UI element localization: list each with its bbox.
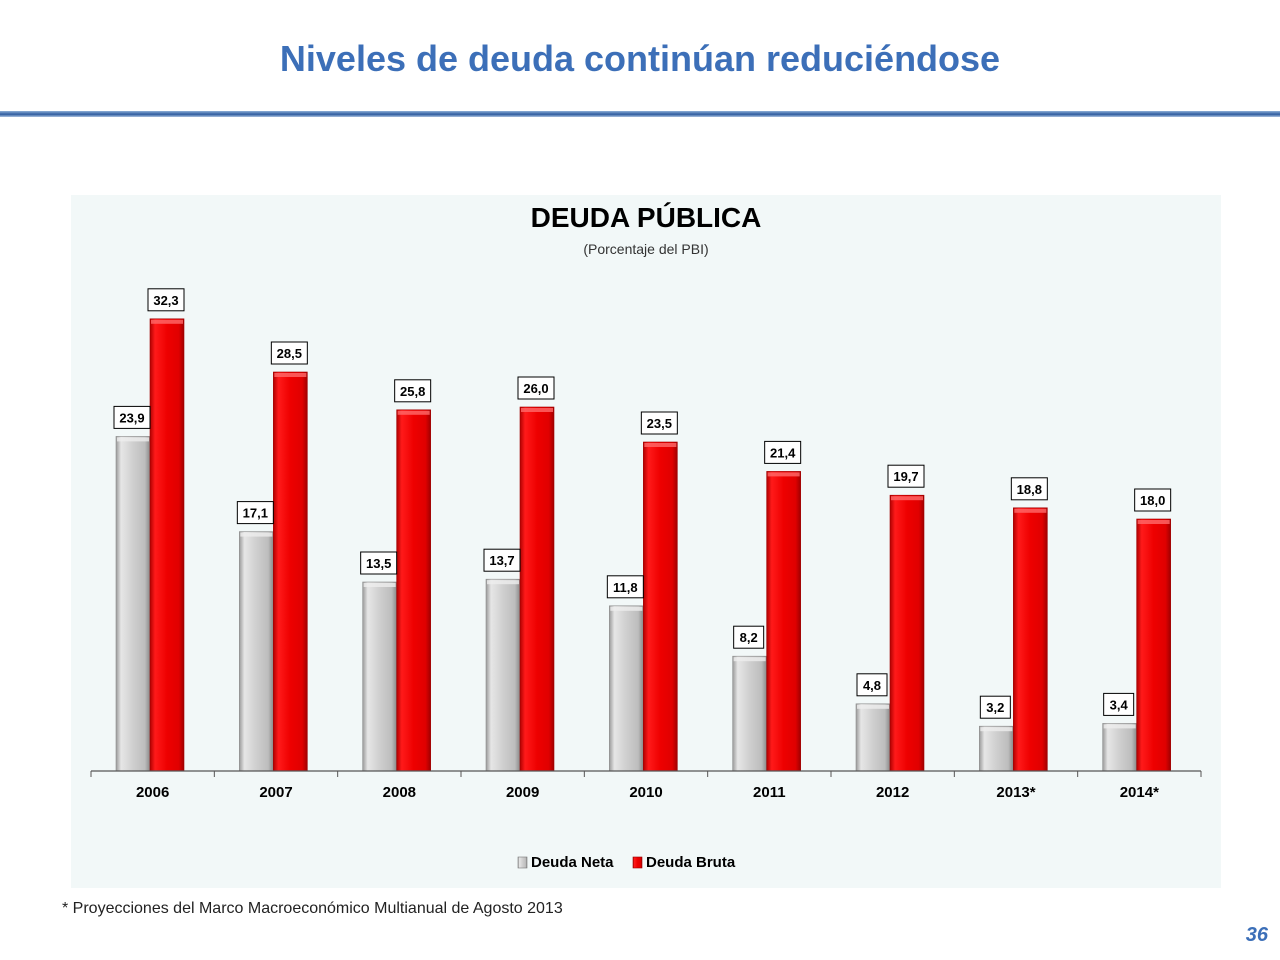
data-label-box — [1134, 488, 1172, 512]
data-label-box — [147, 288, 185, 312]
bar-deuda-bruta-2008 — [396, 409, 431, 772]
bar-deuda-neta-2008 — [362, 581, 397, 772]
bar-top-highlight — [1014, 508, 1047, 513]
bar-deuda-neta-2011 — [732, 655, 767, 772]
bar-top-highlight — [857, 704, 889, 709]
data-label: 32,3 — [153, 293, 178, 308]
data-label: 23,5 — [647, 416, 672, 431]
data-label: 13,7 — [489, 553, 514, 568]
data-label: 23,9 — [119, 410, 144, 425]
data-label-box — [113, 405, 151, 429]
data-label: 17,1 — [243, 506, 268, 521]
legend-label: Deuda Bruta — [646, 854, 736, 871]
bar-top-highlight — [274, 373, 307, 377]
data-label-box — [1010, 477, 1048, 501]
legend-label: Deuda Neta — [531, 854, 614, 871]
data-label: 4,8 — [863, 678, 881, 693]
data-label-box — [764, 440, 802, 464]
bar-deuda-bruta-2010 — [643, 441, 678, 772]
bar-top-highlight — [1137, 520, 1170, 524]
x-tick-label: 2006 — [136, 784, 169, 801]
x-tick-label: 2013* — [996, 784, 1035, 801]
data-label-box — [517, 376, 555, 400]
data-label: 8,2 — [740, 630, 758, 645]
bar-deuda-neta-2006 — [115, 436, 151, 772]
x-tick-label: 2010 — [629, 784, 662, 801]
bar-deuda-bruta-2011 — [766, 471, 801, 772]
data-label-box — [483, 548, 521, 572]
slide-title: Niveles de deuda continúan reduciéndose — [279, 38, 1001, 79]
bar-deuda-bruta-2012 — [889, 494, 925, 772]
data-label: 13,5 — [366, 556, 391, 571]
bar-deuda-neta-2014 — [1102, 723, 1137, 772]
bar-top-highlight — [240, 532, 273, 537]
footnote: * Proyecciones del Marco Macroeconómico … — [62, 900, 563, 917]
bar-deuda-bruta-2009 — [519, 406, 555, 772]
data-label: 11,8 — [613, 580, 638, 595]
data-label-box — [733, 625, 765, 649]
data-label-box — [606, 575, 644, 599]
data-label: 19,7 — [893, 469, 918, 484]
x-tick-label: 2008 — [383, 784, 416, 801]
chart-subtitle: (Porcentaje del PBI) — [583, 241, 709, 257]
bar-deuda-neta-2013 — [979, 725, 1014, 772]
bar-top-highlight — [891, 496, 923, 501]
bar-deuda-bruta-2014 — [1136, 518, 1171, 772]
legend-swatch-deuda-bruta — [632, 856, 643, 869]
data-label-box — [360, 551, 398, 575]
bar-top-highlight — [767, 472, 800, 477]
title-divider — [0, 111, 1280, 117]
debt-bar-chart: 23,9 32,3 17,1 28,5 13,5 25,8 13,7 26,0 11,8 23,5… — [90, 288, 1202, 871]
data-label-box — [270, 341, 308, 365]
legend-swatch-deuda-neta — [517, 856, 528, 869]
bar-top-highlight — [151, 319, 183, 324]
data-label: 18,8 — [1017, 482, 1042, 497]
bar-top-highlight — [487, 580, 519, 585]
page-number: 36 — [1245, 924, 1268, 946]
x-tick-label: 2011 — [753, 784, 786, 801]
data-label: 26,0 — [523, 381, 548, 396]
bar-deuda-bruta-2007 — [273, 371, 308, 772]
x-tick-label: 2012 — [876, 784, 909, 801]
bar-deuda-neta-2007 — [239, 531, 274, 772]
data-label-box — [979, 695, 1011, 719]
bar-top-highlight — [397, 410, 430, 415]
data-label: 28,5 — [277, 346, 302, 361]
x-tick-label: 2007 — [259, 784, 292, 801]
data-label-box — [236, 501, 274, 525]
data-label-box — [394, 379, 432, 403]
data-label-box — [887, 464, 925, 488]
bar-top-highlight — [521, 408, 553, 412]
bar-deuda-neta-2010 — [609, 605, 644, 772]
data-label: 21,4 — [770, 445, 796, 460]
data-label: 18,0 — [1140, 493, 1165, 508]
bar-deuda-bruta-2013 — [1013, 507, 1048, 772]
x-tick-label: 2009 — [506, 784, 539, 801]
bar-deuda-neta-2012 — [855, 703, 891, 772]
data-label-box — [640, 411, 678, 435]
chart-title: DEUDA PÚBLICA — [530, 202, 762, 233]
bar-top-highlight — [733, 657, 766, 662]
bar-deuda-neta-2009 — [485, 578, 521, 772]
bar-top-highlight — [610, 606, 643, 611]
data-label: 3,4 — [1110, 697, 1129, 712]
data-label-box — [1103, 692, 1135, 716]
bar-top-highlight — [1103, 724, 1136, 729]
bar-top-highlight — [363, 583, 396, 587]
x-tick-label: 2014* — [1120, 784, 1159, 801]
bar-top-highlight — [117, 437, 149, 442]
data-label: 25,8 — [400, 384, 425, 399]
bar-top-highlight — [980, 727, 1013, 732]
bar-top-highlight — [644, 443, 677, 447]
data-label-box — [856, 673, 888, 697]
data-label: 3,2 — [986, 700, 1004, 715]
chart-panel: 23,9 32,3 17,1 28,5 13,5 25,8 13,7 26,0 11,8 23,5… — [71, 195, 1221, 888]
bar-deuda-bruta-2006 — [149, 318, 185, 772]
